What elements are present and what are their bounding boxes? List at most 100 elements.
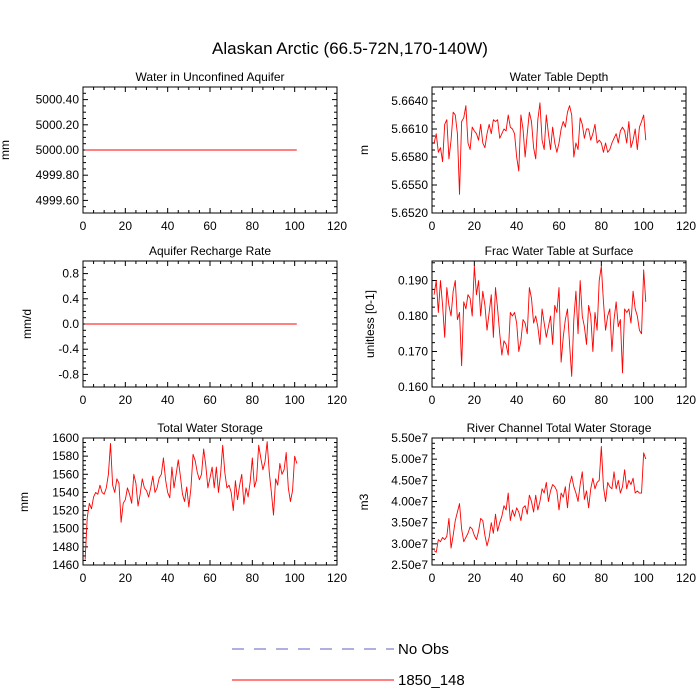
y-tick-label: 5.6610	[391, 122, 428, 136]
x-tick-label: 20	[468, 219, 482, 233]
chart-panel-frac-water-table-at-surface: Frac Water Table at Surface unitless [0-…	[363, 244, 696, 407]
x-tick-label: 0	[429, 571, 436, 585]
plot-frame	[431, 437, 687, 566]
y-tick-label: 5.50e7	[391, 431, 428, 445]
legend: No Obs 1850_148	[232, 641, 465, 689]
figure-title: Alaskan Arctic (66.5-72N,170-140W)	[212, 39, 488, 58]
y-tick-label: -0.8	[58, 367, 79, 381]
x-tick-label: 60	[203, 219, 217, 233]
y-tick-label: -0.4	[58, 342, 79, 356]
x-tick-label: 20	[119, 219, 133, 233]
x-tick-label: 100	[285, 393, 305, 407]
panel-title: Water Table Depth	[510, 70, 609, 84]
y-tick-label: 1520	[52, 504, 79, 518]
x-tick-label: 80	[595, 571, 609, 585]
plot-frame	[82, 86, 338, 214]
y-tick-label: 5000.20	[36, 118, 80, 132]
y-axis-title: unitless [0-1]	[363, 290, 377, 358]
x-tick-label: 0	[80, 393, 87, 407]
chart-panel-water-in-unconfined-aquifer: Water in Unconfined Aquifer mm 0 20 40 60 80…	[0, 70, 347, 233]
y-tick-label: 0.4	[62, 292, 79, 306]
y-tick-label: 5000.40	[36, 93, 80, 107]
y-tick-label: 3.00e7	[391, 537, 428, 551]
y-axis-title: mm	[0, 140, 12, 160]
y-tick-label: 5.00e7	[391, 452, 428, 466]
series-line-1850-148	[433, 102, 647, 195]
y-tick-label: 5.6640	[391, 94, 428, 108]
y-tick-label: 5.6550	[391, 178, 428, 192]
chart-panel-total-water-storage: Total Water Storage mm 0 20 40 60 80 100 120 14…	[17, 421, 347, 585]
y-tick-label: 0.0	[62, 317, 79, 331]
x-tick-label: 20	[119, 571, 133, 585]
x-tick-label: 120	[676, 219, 696, 233]
x-tick-label: 40	[161, 219, 175, 233]
y-tick-label: 5.6580	[391, 150, 428, 164]
x-tick-label: 60	[552, 571, 566, 585]
y-tick-label: 4.50e7	[391, 473, 428, 487]
series-line-1850-148	[84, 441, 298, 560]
x-tick-label: 100	[634, 219, 654, 233]
panel-title: River Channel Total Water Storage	[467, 421, 652, 435]
y-tick-label: 0.170	[398, 345, 428, 359]
chart-panel-river-channel-total-water-storage: River Channel Total Water Storage m3 0 20…	[357, 421, 696, 585]
plot-frame	[82, 437, 338, 566]
plot-frame	[431, 260, 687, 388]
x-tick-label: 20	[468, 393, 482, 407]
y-tick-label: 1580	[52, 449, 79, 463]
panel-title: Total Water Storage	[157, 421, 263, 435]
plot-frame	[431, 86, 687, 214]
panel-title: Aquifer Recharge Rate	[149, 244, 271, 258]
x-tick-label: 20	[119, 393, 133, 407]
y-tick-label: 5000.00	[36, 143, 80, 157]
legend-label-1850-148: 1850_148	[398, 672, 465, 689]
x-tick-label: 40	[161, 571, 175, 585]
chart-panel-aquifer-recharge-rate: Aquifer Recharge Rate mm/d 0 20 40 60 80 100 1…	[20, 244, 347, 407]
y-tick-label: 3.50e7	[391, 516, 428, 530]
y-tick-label: 0.190	[398, 274, 428, 288]
legend-label-no-obs: No Obs	[398, 641, 449, 658]
x-tick-label: 60	[552, 219, 566, 233]
x-tick-label: 60	[203, 571, 217, 585]
x-tick-label: 80	[595, 219, 609, 233]
panel-title: Water in Unconfined Aquifer	[136, 70, 285, 84]
x-tick-label: 120	[676, 571, 696, 585]
x-tick-label: 80	[595, 393, 609, 407]
x-tick-label: 40	[161, 393, 175, 407]
x-tick-label: 40	[510, 219, 524, 233]
x-tick-label: 40	[510, 571, 524, 585]
x-tick-label: 120	[327, 571, 347, 585]
plot-frame	[82, 260, 338, 388]
y-tick-label: 2.50e7	[391, 558, 428, 572]
x-tick-label: 100	[285, 219, 305, 233]
y-axis-title: mm	[17, 492, 31, 512]
x-tick-label: 80	[246, 393, 260, 407]
x-tick-label: 100	[285, 571, 305, 585]
y-axis-title: m3	[357, 493, 371, 510]
x-tick-label: 0	[429, 393, 436, 407]
y-axis-title: m	[357, 145, 371, 155]
x-tick-label: 60	[552, 393, 566, 407]
y-tick-label: 4999.80	[36, 168, 80, 182]
series-line-1850-148	[433, 265, 647, 377]
x-tick-label: 80	[246, 219, 260, 233]
y-tick-label: 1560	[52, 467, 79, 481]
chart-panel-water-table-depth: Water Table Depth m 0 20 40 60 80 100 120 5.652…	[357, 70, 696, 233]
y-tick-label: 0.180	[398, 309, 428, 323]
x-tick-label: 120	[327, 219, 347, 233]
x-tick-label: 100	[634, 571, 654, 585]
x-tick-label: 120	[676, 393, 696, 407]
y-tick-label: 0.8	[62, 267, 79, 281]
x-tick-label: 0	[429, 219, 436, 233]
x-tick-label: 20	[468, 571, 482, 585]
y-tick-label: 4.00e7	[391, 495, 428, 509]
y-tick-label: 1540	[52, 485, 79, 499]
y-tick-label: 5.6520	[391, 206, 428, 220]
x-tick-label: 0	[80, 571, 87, 585]
y-tick-label: 0.160	[398, 380, 428, 394]
y-axis-title: mm/d	[20, 309, 34, 339]
x-tick-label: 100	[634, 393, 654, 407]
y-tick-label: 1460	[52, 558, 79, 572]
x-tick-label: 0	[80, 219, 87, 233]
y-tick-label: 1480	[52, 540, 79, 554]
